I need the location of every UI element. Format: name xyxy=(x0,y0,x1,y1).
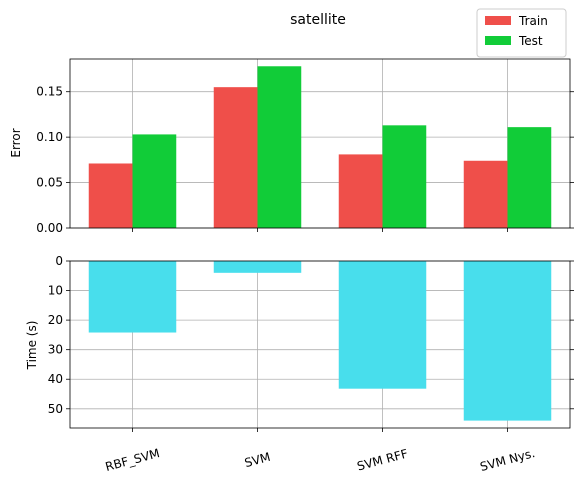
top-ytick-label: 0.15 xyxy=(36,85,63,99)
bottom-plot-frame xyxy=(69,260,571,429)
top-plot-frame xyxy=(69,58,571,229)
bottom-ytick-label: 30 xyxy=(48,343,63,357)
bar-train-0 xyxy=(88,163,133,228)
top-ytick-label: 0.00 xyxy=(36,221,63,235)
legend-swatch-test xyxy=(485,36,511,45)
bar-test-2 xyxy=(382,125,427,228)
bar-test-3 xyxy=(507,127,552,228)
bar-test-0 xyxy=(132,134,177,228)
bottom-ytick-label: 10 xyxy=(48,284,63,298)
legend-swatch-train xyxy=(485,16,511,25)
bar-time-0 xyxy=(88,261,177,333)
top-ytick-label: 0.05 xyxy=(36,176,63,190)
bar-time-3 xyxy=(463,261,552,421)
top-ytick-label: 0.10 xyxy=(36,130,63,144)
bar-train-3 xyxy=(463,160,508,228)
top-y-axis-label: Error xyxy=(9,128,23,157)
bottom-ytick-label: 50 xyxy=(48,402,63,416)
bar-time-2 xyxy=(338,261,427,389)
bottom-ytick-label: 0 xyxy=(55,254,63,268)
bar-test-1 xyxy=(257,66,302,228)
chart-title: satellite xyxy=(290,12,346,28)
bottom-ytick-label: 40 xyxy=(48,372,63,386)
x-category-label: SVM RFF xyxy=(356,446,410,473)
bar-train-2 xyxy=(338,154,383,228)
bottom-y-axis-label: Time (s) xyxy=(25,321,39,371)
legend-label-test: Test xyxy=(518,34,543,48)
x-category-label: SVM Nys. xyxy=(479,446,537,474)
x-category-label: RBF_SVM xyxy=(104,446,161,474)
x-category-label: SVM xyxy=(243,450,272,470)
legend-label-train: Train xyxy=(518,14,548,28)
bar-train-1 xyxy=(213,87,258,229)
bar-time-1 xyxy=(213,261,302,273)
bottom-ytick-label: 20 xyxy=(48,313,63,327)
